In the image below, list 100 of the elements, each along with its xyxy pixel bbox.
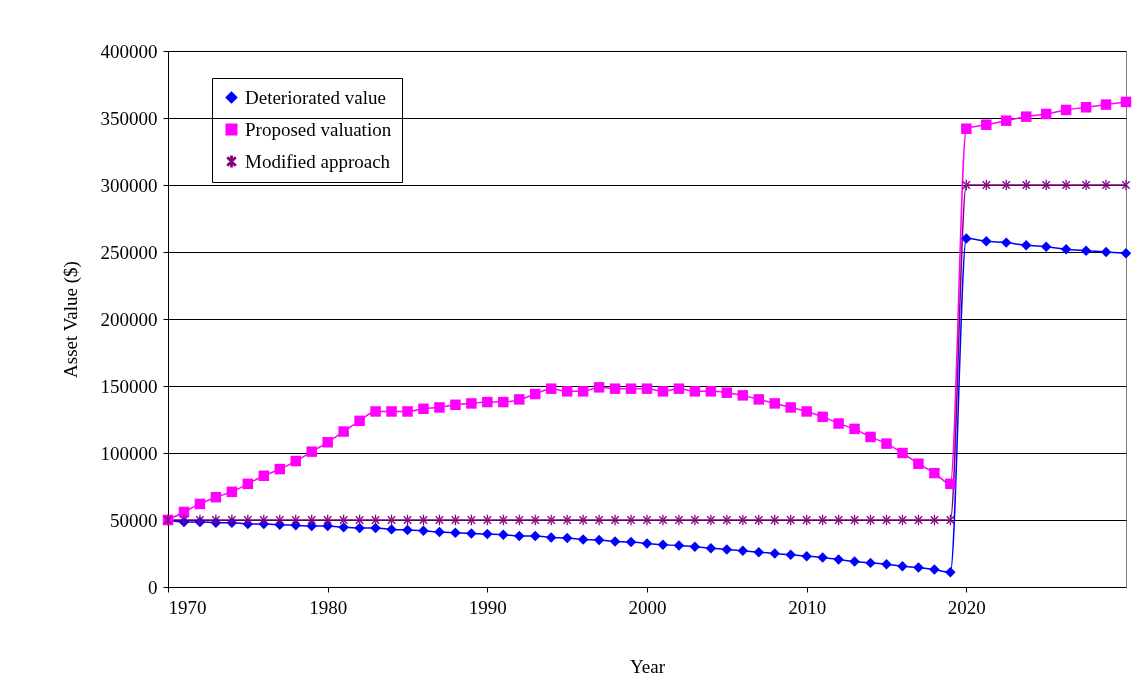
point	[577, 386, 589, 397]
point	[673, 383, 685, 394]
point	[769, 398, 780, 409]
y-tick-label: 200000	[100, 308, 158, 330]
point	[801, 550, 812, 562]
point	[738, 514, 747, 526]
point	[402, 524, 413, 536]
point	[338, 522, 349, 533]
point	[817, 411, 828, 423]
point	[403, 514, 412, 526]
point	[1120, 248, 1132, 259]
y-axis-title: Asset Value ($)	[59, 261, 82, 378]
point	[402, 406, 413, 417]
point	[339, 514, 348, 526]
point	[1040, 241, 1052, 252]
point	[466, 528, 477, 539]
point	[274, 463, 286, 475]
point	[721, 387, 733, 398]
point	[882, 514, 891, 526]
point	[322, 437, 333, 448]
point	[561, 386, 573, 397]
point	[499, 514, 508, 526]
point	[1020, 111, 1032, 122]
point	[1100, 246, 1112, 258]
y-tick-label: 0	[148, 576, 158, 598]
point	[833, 554, 844, 565]
point	[515, 514, 524, 526]
point	[962, 179, 971, 191]
x-tick-label: 1970	[168, 596, 207, 618]
point	[802, 514, 811, 526]
point	[833, 418, 844, 429]
point	[849, 556, 860, 567]
point	[722, 514, 731, 526]
point	[609, 536, 621, 547]
point	[578, 514, 588, 526]
point	[483, 514, 492, 526]
point	[291, 514, 300, 526]
y-tick-label: 150000	[100, 375, 158, 397]
point	[434, 526, 445, 538]
point	[898, 514, 907, 526]
point	[434, 402, 445, 413]
point	[1081, 179, 1091, 191]
point	[818, 514, 827, 526]
point	[610, 514, 620, 526]
point	[1080, 245, 1092, 256]
point	[754, 514, 763, 526]
point	[482, 396, 493, 408]
point	[817, 552, 828, 563]
point	[545, 383, 557, 394]
point	[785, 549, 796, 561]
point	[981, 119, 992, 130]
point	[641, 538, 653, 549]
point	[961, 123, 972, 134]
point	[785, 402, 796, 413]
point	[259, 514, 268, 526]
point	[418, 525, 429, 536]
point	[866, 514, 875, 526]
point	[981, 236, 992, 247]
point	[913, 562, 924, 573]
point	[1001, 237, 1012, 248]
point	[753, 394, 765, 405]
point	[1060, 244, 1072, 255]
point	[514, 394, 525, 405]
point	[834, 514, 843, 526]
point	[1101, 179, 1111, 191]
point	[307, 514, 316, 526]
point	[1120, 96, 1132, 108]
x-tick-label: 1990	[468, 596, 507, 618]
point	[850, 514, 859, 526]
y-tick-label: 350000	[100, 107, 158, 129]
point	[275, 514, 284, 526]
y-tick-label: 400000	[100, 40, 158, 62]
point	[435, 514, 444, 526]
point	[243, 514, 252, 526]
point	[945, 567, 956, 578]
point	[1121, 179, 1131, 191]
point	[370, 406, 381, 417]
point	[705, 386, 717, 397]
point	[593, 382, 605, 393]
point	[547, 514, 556, 526]
point	[387, 514, 396, 526]
point	[226, 486, 238, 498]
point	[1002, 179, 1011, 191]
point	[355, 514, 364, 526]
point	[242, 478, 254, 490]
point	[801, 406, 812, 417]
point	[737, 390, 749, 401]
point	[482, 528, 493, 540]
point	[466, 398, 477, 409]
point	[786, 514, 795, 526]
point	[769, 548, 780, 559]
point	[531, 514, 540, 526]
point	[386, 406, 397, 417]
point	[657, 386, 669, 397]
point	[306, 446, 317, 457]
point	[961, 233, 972, 244]
point	[1020, 240, 1032, 251]
legend-label: Proposed valuation	[245, 118, 392, 140]
point	[1061, 179, 1071, 191]
point	[498, 396, 509, 408]
